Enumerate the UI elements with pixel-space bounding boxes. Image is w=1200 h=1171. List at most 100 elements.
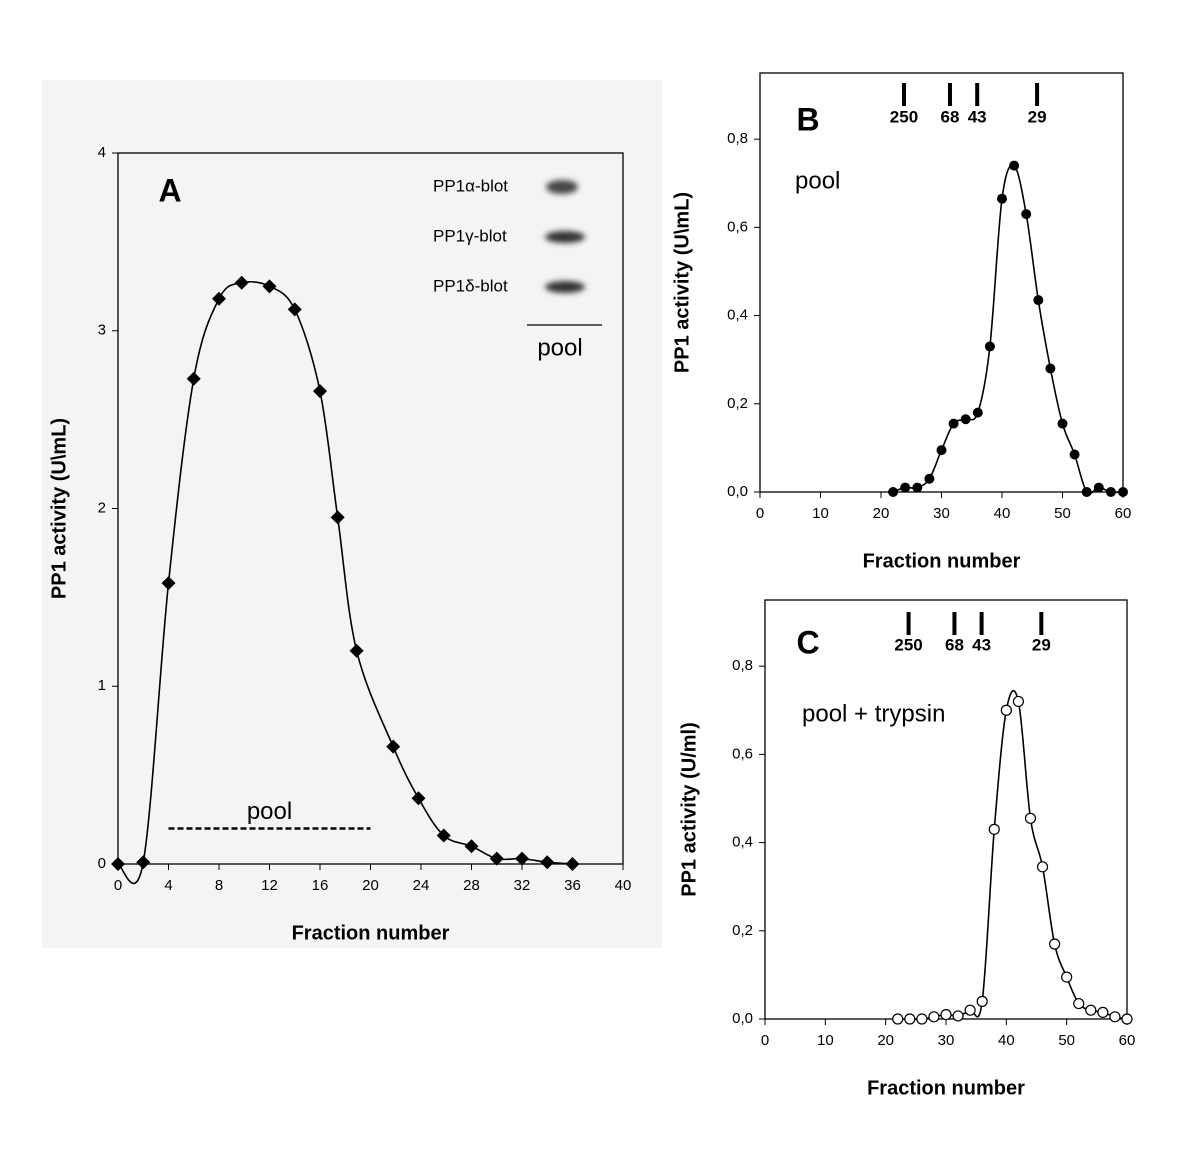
blot-band (545, 231, 585, 243)
panel-a-background (42, 80, 662, 948)
plot-frame (764, 599, 1128, 1020)
data-point (888, 487, 899, 497)
data-point (948, 418, 959, 429)
data-point (1093, 482, 1104, 493)
x-tick-label: 24 (413, 877, 430, 894)
data-point (1021, 209, 1032, 220)
blot-band (545, 281, 585, 293)
data-point (972, 407, 983, 418)
data-point (464, 839, 479, 854)
data-point (111, 857, 125, 871)
y-tick-label: 0,8 (732, 657, 753, 674)
data-point (1045, 363, 1056, 374)
data-point (1012, 695, 1025, 708)
data-point (1061, 971, 1073, 983)
data-line (117, 280, 573, 884)
data-point (997, 193, 1007, 204)
blot-band (546, 180, 578, 194)
x-tick-label: 60 (1119, 1032, 1136, 1049)
data-point (904, 1013, 916, 1025)
data-point (349, 643, 364, 658)
blot-label: PP1α-blot (433, 176, 508, 195)
mw-label: 43 (972, 635, 991, 654)
data-point (1105, 487, 1116, 497)
y-tick-label: 0,2 (732, 922, 753, 939)
mw-label: 250 (894, 635, 922, 654)
data-point (136, 855, 151, 870)
data-point (912, 482, 923, 493)
y-axis-title: PP1 activity (U\mL) (671, 192, 693, 373)
data-point (988, 823, 1000, 835)
x-tick-label: 50 (1058, 1032, 1075, 1049)
x-tick-label: 0 (756, 505, 764, 522)
data-point (964, 1004, 976, 1016)
data-point (960, 414, 971, 425)
x-tick-label: 20 (877, 1032, 894, 1049)
data-point (489, 851, 504, 866)
data-point (186, 371, 201, 386)
annotation: pool (795, 167, 840, 194)
data-point (1069, 449, 1080, 460)
x-tick-label: 32 (514, 877, 531, 894)
data-line (897, 689, 1128, 1020)
data-point (892, 1013, 904, 1025)
data-point (515, 851, 529, 866)
data-point (411, 791, 426, 806)
x-tick-label: 50 (1054, 505, 1071, 522)
data-point (1033, 295, 1044, 306)
y-tick-label: 4 (98, 144, 106, 161)
y-tick-label: 0,4 (727, 307, 748, 324)
x-tick-label: 20 (362, 877, 379, 894)
x-tick-label: 12 (261, 877, 278, 894)
data-point (1024, 812, 1037, 824)
x-tick-label: 10 (817, 1032, 834, 1049)
data-point (1097, 1006, 1109, 1018)
panel-label: B (796, 101, 819, 137)
panel-label: A (158, 172, 181, 208)
y-tick-label: 0,8 (727, 130, 748, 147)
data-point (936, 445, 947, 456)
data-point (386, 739, 401, 754)
y-axis-title: PP1 activity (U/ml) (678, 722, 700, 897)
x-tick-label: 16 (312, 877, 329, 894)
data-point (976, 995, 988, 1007)
data-point (1118, 487, 1128, 497)
blot-label: PP1γ-blot (433, 226, 507, 245)
x-tick-label: 40 (615, 877, 632, 894)
data-point (900, 482, 911, 493)
data-point (928, 1011, 940, 1023)
data-line (892, 164, 1124, 495)
x-axis-title: Fraction number (292, 922, 450, 944)
x-tick-label: 60 (1115, 505, 1132, 522)
y-tick-label: 0,6 (732, 745, 753, 762)
data-point (262, 279, 277, 294)
data-point (1085, 1004, 1097, 1016)
data-point (565, 857, 580, 871)
mw-label: 43 (968, 107, 987, 126)
blot-caption: pool (537, 334, 582, 361)
data-point (1121, 1013, 1133, 1025)
data-point (984, 341, 995, 352)
y-tick-label: 2 (98, 499, 106, 516)
data-point (1073, 997, 1085, 1010)
x-axis-title: Fraction number (863, 550, 1021, 572)
x-tick-label: 10 (812, 505, 829, 522)
x-tick-label: 0 (114, 877, 122, 894)
data-point (916, 1013, 928, 1025)
blot-label: PP1δ-blot (433, 276, 508, 295)
data-point (1000, 704, 1012, 716)
data-point (161, 576, 176, 591)
x-tick-label: 30 (938, 1032, 955, 1049)
data-point (1109, 1011, 1121, 1023)
x-tick-label: 30 (933, 505, 950, 522)
data-point (1036, 861, 1049, 873)
x-tick-label: 40 (994, 505, 1011, 522)
x-tick-label: 4 (164, 877, 172, 894)
y-tick-label: 0,0 (732, 1010, 753, 1027)
y-axis-title: PP1 activity (U\mL) (48, 418, 70, 599)
data-point (1057, 418, 1068, 429)
x-axis-title: Fraction number (867, 1077, 1025, 1099)
y-tick-label: 0,2 (727, 395, 748, 412)
x-tick-label: 8 (215, 877, 223, 894)
